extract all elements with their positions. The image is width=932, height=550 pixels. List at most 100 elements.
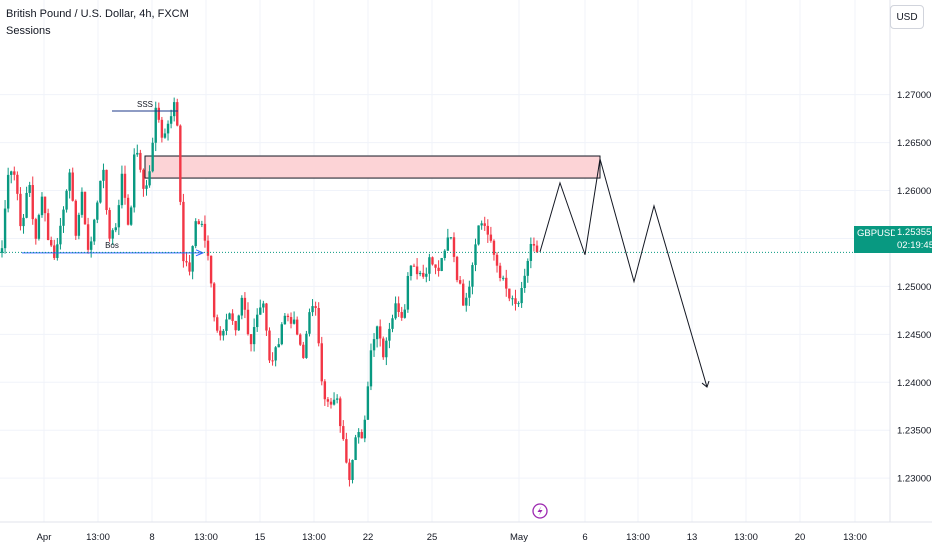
candle-body <box>259 307 262 315</box>
candle <box>172 97 176 122</box>
candle <box>492 239 496 261</box>
candle <box>89 236 93 258</box>
candle-body <box>117 205 121 228</box>
currency-button[interactable]: USD <box>890 5 924 29</box>
candle-body <box>77 214 81 236</box>
candle <box>391 314 394 333</box>
candle <box>246 302 250 336</box>
candle-body <box>449 237 453 239</box>
candle <box>323 379 327 406</box>
candle <box>505 269 508 297</box>
candle <box>166 120 170 141</box>
candle-body <box>400 312 403 318</box>
candle-body <box>0 248 4 253</box>
candle <box>240 295 244 320</box>
candle-body <box>357 432 360 438</box>
candle-body <box>68 172 71 191</box>
candle <box>259 299 262 315</box>
candle <box>348 458 351 487</box>
candle <box>80 187 84 218</box>
candle-body <box>6 174 10 209</box>
candle-body <box>10 171 13 175</box>
time-tick-label: 20 <box>795 532 806 543</box>
candle-body <box>34 219 38 239</box>
price-tick-label: 1.25000 <box>897 282 931 293</box>
candle <box>145 180 148 196</box>
current-price-label: 1.25355 02:19:45 <box>895 226 932 253</box>
candle <box>357 428 360 444</box>
candle-body <box>231 313 234 321</box>
candle-body <box>317 307 320 344</box>
candle <box>249 334 253 352</box>
candle <box>418 270 422 277</box>
chart-grid <box>0 0 890 522</box>
candle-body <box>126 197 130 225</box>
candle <box>406 272 410 313</box>
candle <box>62 206 65 233</box>
candle-body <box>203 223 207 241</box>
candle-body <box>62 209 65 226</box>
candle <box>268 327 271 363</box>
candle <box>449 237 453 240</box>
candle-body <box>335 398 339 400</box>
time-axis[interactable]: Apr 13:00 8 13:00 15 13:00 22 25 May 6 13:00 13 13:0… <box>0 521 932 543</box>
candle <box>283 312 287 325</box>
price-tick-label: 1.27000 <box>897 90 931 101</box>
candle <box>237 314 240 332</box>
candle-body <box>151 142 154 172</box>
candle <box>120 165 124 209</box>
candle-body <box>93 219 96 242</box>
candle-body <box>308 312 311 334</box>
candle-body <box>179 125 182 202</box>
candle-body <box>382 338 385 358</box>
candle <box>34 217 38 245</box>
annotations-layer: SSS Bos <box>0 100 890 257</box>
candle <box>489 226 493 243</box>
candle <box>105 169 108 215</box>
candle <box>126 194 130 226</box>
candle-body <box>142 169 145 189</box>
candle-body <box>228 313 231 320</box>
candle <box>526 258 529 283</box>
candle <box>160 116 164 143</box>
candle-body <box>197 221 200 225</box>
candle <box>28 181 31 197</box>
candle-body <box>102 169 105 181</box>
candle <box>22 213 25 234</box>
candle <box>179 124 182 206</box>
candle-body <box>225 319 228 331</box>
candle <box>31 176 34 225</box>
candle-body <box>514 298 517 304</box>
candle <box>302 341 305 359</box>
candle-body <box>351 460 354 480</box>
candle <box>10 170 13 184</box>
candle <box>65 189 68 213</box>
candle-body <box>480 223 483 226</box>
lightning-icon-bolt <box>537 506 543 516</box>
indicator-label[interactable]: Sessions <box>6 25 51 37</box>
candle <box>428 253 431 282</box>
candle-body <box>256 314 259 328</box>
candle-body <box>243 297 247 310</box>
candle <box>216 314 219 333</box>
price-tick-label: 1.23000 <box>897 474 931 485</box>
candle-body <box>133 154 136 208</box>
candle-body <box>323 381 327 400</box>
candle-body <box>477 225 480 245</box>
time-tick-label: 6 <box>582 532 587 543</box>
candle-body <box>311 306 314 313</box>
candle <box>511 295 514 306</box>
candle-body <box>299 334 302 345</box>
candle-body <box>160 119 164 138</box>
lightning-icon[interactable] <box>532 503 548 519</box>
price-axis[interactable]: 1.270001.265001.260001.255001.250001.245… <box>889 0 931 522</box>
candle <box>234 320 237 336</box>
candle-body <box>289 317 293 324</box>
price-tick-label: 1.26000 <box>897 186 931 197</box>
candle <box>222 329 225 341</box>
time-tick-label: Apr <box>37 532 52 543</box>
candle-body <box>295 319 299 335</box>
candle <box>375 325 379 348</box>
candle <box>295 316 299 336</box>
